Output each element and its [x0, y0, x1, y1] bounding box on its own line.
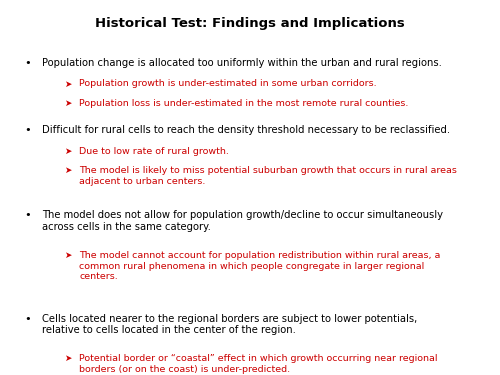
Text: The model cannot account for population redistribution within rural areas, a
com: The model cannot account for population …	[79, 251, 440, 281]
Text: The model does not allow for population growth/decline to occur simultaneously
a: The model does not allow for population …	[42, 210, 444, 232]
Text: ➤: ➤	[64, 99, 71, 108]
Text: Cells located nearer to the regional borders are subject to lower potentials,
re: Cells located nearer to the regional bor…	[42, 314, 418, 335]
Text: ➤: ➤	[64, 354, 71, 363]
Text: The model is likely to miss potential suburban growth that occurs in rural areas: The model is likely to miss potential su…	[79, 166, 457, 186]
Text: •: •	[24, 210, 31, 220]
Text: Population growth is under-estimated in some urban corridors.: Population growth is under-estimated in …	[79, 80, 376, 88]
Text: Population change is allocated too uniformly within the urban and rural regions.: Population change is allocated too unifo…	[42, 58, 442, 68]
Text: ➤: ➤	[64, 80, 71, 88]
Text: ➤: ➤	[64, 166, 71, 175]
Text: Due to low rate of rural growth.: Due to low rate of rural growth.	[79, 147, 229, 156]
Text: Difficult for rural cells to reach the density threshold necessary to be reclass: Difficult for rural cells to reach the d…	[42, 125, 451, 135]
Text: Historical Test: Findings and Implications: Historical Test: Findings and Implicatio…	[95, 17, 405, 30]
Text: Potential border or “coastal” effect in which growth occurring near regional
bor: Potential border or “coastal” effect in …	[79, 354, 438, 374]
Text: •: •	[24, 314, 31, 324]
Text: Population loss is under-estimated in the most remote rural counties.: Population loss is under-estimated in th…	[79, 99, 408, 108]
Text: ➤: ➤	[64, 251, 71, 260]
Text: •: •	[24, 125, 31, 135]
Text: •: •	[24, 58, 31, 68]
Text: ➤: ➤	[64, 147, 71, 156]
